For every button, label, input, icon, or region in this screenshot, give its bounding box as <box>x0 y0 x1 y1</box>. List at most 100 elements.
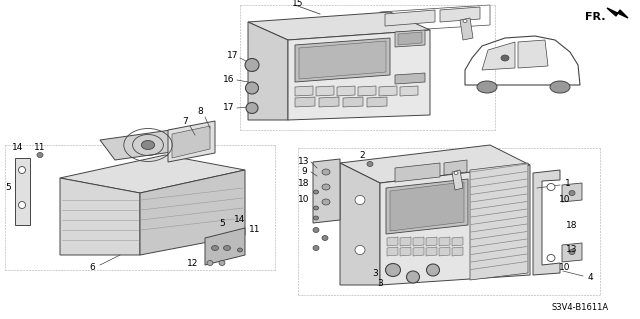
Polygon shape <box>413 237 424 246</box>
Polygon shape <box>358 86 376 96</box>
Ellipse shape <box>246 82 259 94</box>
Text: 10: 10 <box>559 263 571 272</box>
Text: 13: 13 <box>298 158 310 167</box>
Polygon shape <box>452 237 463 246</box>
Polygon shape <box>337 86 355 96</box>
Ellipse shape <box>322 169 330 175</box>
Text: 17: 17 <box>227 51 239 61</box>
Polygon shape <box>60 178 140 255</box>
Polygon shape <box>288 30 430 120</box>
Ellipse shape <box>426 264 440 276</box>
Polygon shape <box>172 126 210 158</box>
Polygon shape <box>15 158 30 225</box>
Text: 8: 8 <box>197 108 203 116</box>
Text: 2: 2 <box>359 152 365 160</box>
Polygon shape <box>452 170 463 190</box>
Text: 6: 6 <box>89 263 95 272</box>
Text: 13: 13 <box>566 246 578 255</box>
Polygon shape <box>295 97 315 107</box>
Text: 18: 18 <box>298 180 310 189</box>
Polygon shape <box>205 228 245 265</box>
Text: 3: 3 <box>372 269 378 278</box>
Text: 3: 3 <box>377 279 383 288</box>
Polygon shape <box>343 97 363 107</box>
Polygon shape <box>140 170 245 255</box>
Text: FR.: FR. <box>585 12 605 22</box>
Polygon shape <box>340 163 380 285</box>
Ellipse shape <box>547 255 555 262</box>
Polygon shape <box>533 170 560 275</box>
Text: 11: 11 <box>35 144 45 152</box>
Polygon shape <box>395 73 425 84</box>
Ellipse shape <box>246 102 258 114</box>
Polygon shape <box>400 237 411 246</box>
Text: S3V4-B1611A: S3V4-B1611A <box>552 303 609 313</box>
Polygon shape <box>470 163 528 280</box>
Ellipse shape <box>322 184 330 190</box>
Text: 16: 16 <box>223 75 235 84</box>
Ellipse shape <box>454 172 458 174</box>
Text: 11: 11 <box>249 226 260 234</box>
Polygon shape <box>168 121 215 162</box>
Polygon shape <box>460 18 473 40</box>
Ellipse shape <box>501 55 509 61</box>
Polygon shape <box>400 86 418 96</box>
Polygon shape <box>379 86 397 96</box>
Text: 14: 14 <box>234 216 246 225</box>
Polygon shape <box>398 32 422 45</box>
Polygon shape <box>400 247 411 256</box>
Polygon shape <box>426 237 437 246</box>
Polygon shape <box>248 22 288 120</box>
Ellipse shape <box>37 152 43 158</box>
Text: 18: 18 <box>566 220 578 229</box>
Polygon shape <box>413 247 424 256</box>
Ellipse shape <box>322 199 330 205</box>
Polygon shape <box>439 247 450 256</box>
Polygon shape <box>395 163 440 182</box>
Text: 15: 15 <box>292 0 304 9</box>
Polygon shape <box>387 237 398 246</box>
Polygon shape <box>440 7 480 22</box>
Polygon shape <box>426 247 437 256</box>
Polygon shape <box>439 237 450 246</box>
Polygon shape <box>340 145 530 183</box>
Ellipse shape <box>314 216 319 220</box>
Ellipse shape <box>355 196 365 204</box>
Polygon shape <box>380 165 530 285</box>
Ellipse shape <box>367 161 373 167</box>
Text: 10: 10 <box>298 196 310 204</box>
Polygon shape <box>248 12 430 40</box>
Polygon shape <box>444 160 467 175</box>
Polygon shape <box>367 97 387 107</box>
Ellipse shape <box>141 140 155 150</box>
Ellipse shape <box>237 248 243 252</box>
Polygon shape <box>386 179 468 234</box>
Polygon shape <box>295 86 313 96</box>
Polygon shape <box>313 159 340 223</box>
Ellipse shape <box>463 19 467 23</box>
Text: 9: 9 <box>301 167 307 176</box>
Polygon shape <box>316 86 334 96</box>
Polygon shape <box>390 182 464 231</box>
Ellipse shape <box>314 190 319 194</box>
Text: 1: 1 <box>565 180 571 189</box>
Ellipse shape <box>406 271 419 283</box>
Polygon shape <box>518 40 548 68</box>
Text: 10: 10 <box>559 196 571 204</box>
Text: 14: 14 <box>12 144 24 152</box>
Text: 12: 12 <box>188 258 198 268</box>
Polygon shape <box>60 155 245 193</box>
Polygon shape <box>385 10 435 26</box>
Polygon shape <box>395 30 425 47</box>
Polygon shape <box>387 247 398 256</box>
Polygon shape <box>452 247 463 256</box>
Ellipse shape <box>385 263 401 277</box>
Ellipse shape <box>314 206 319 210</box>
Ellipse shape <box>211 246 218 250</box>
Ellipse shape <box>313 227 319 233</box>
Polygon shape <box>607 8 628 18</box>
Ellipse shape <box>207 261 213 265</box>
Ellipse shape <box>322 235 328 241</box>
Ellipse shape <box>245 58 259 71</box>
Ellipse shape <box>223 246 230 250</box>
